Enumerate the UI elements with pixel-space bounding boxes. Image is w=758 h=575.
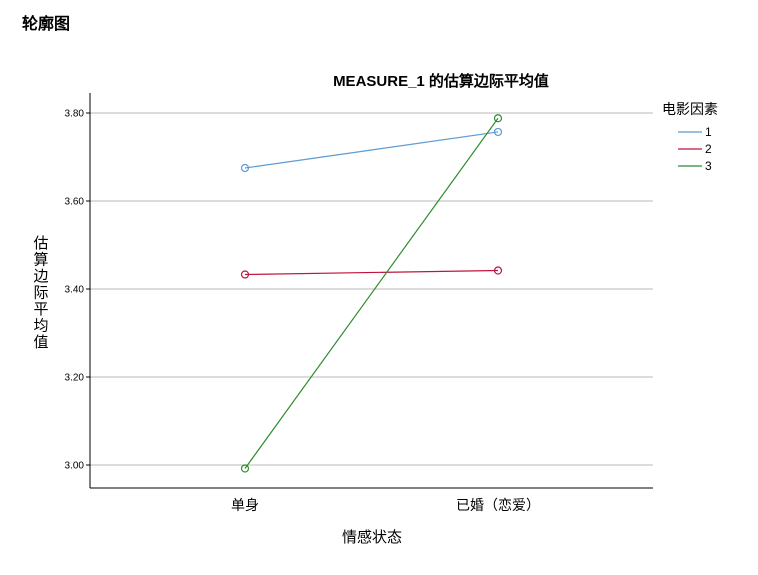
data-point: [240, 464, 250, 473]
grid-lines: [90, 112, 653, 466]
legend-label-1: 1: [705, 125, 712, 139]
x-axis-label: 情感状态: [342, 528, 402, 546]
y-axis-label: 估算边际平均值: [33, 234, 48, 351]
y-tick-label: 3.80: [65, 109, 85, 120]
x-axis-categories: 单身 已婚（恋爱）: [231, 497, 540, 514]
x-category-label: 已婚（恋爱）: [456, 497, 540, 514]
legend-label-3: 3: [705, 159, 712, 173]
legend-label-2: 2: [705, 142, 712, 156]
y-tick-label: 3.40: [65, 285, 85, 296]
series-group: [240, 114, 503, 473]
x-category-label: 单身: [231, 498, 259, 514]
data-point: [493, 266, 503, 275]
series-line-2: [244, 269, 499, 276]
legend-title: 电影因素: [662, 102, 718, 118]
section-title: 轮廓图: [22, 14, 71, 33]
data-point: [493, 114, 503, 123]
y-tick-label: 3.20: [65, 373, 85, 384]
series-line-1: [244, 131, 499, 169]
data-point: [493, 127, 503, 137]
chart-title: MEASURE_1 的估算边际平均值: [333, 72, 549, 90]
y-tick-label: 3.00: [65, 461, 85, 472]
y-tick-label: 3.60: [65, 197, 85, 208]
data-point: [240, 270, 250, 279]
y-axis-ticks: 3.00 3.20 3.40 3.60 3.80: [65, 109, 90, 472]
series-line-3: [244, 117, 499, 469]
data-point: [240, 163, 250, 173]
legend: 电影因素 1 2 3: [662, 102, 718, 173]
